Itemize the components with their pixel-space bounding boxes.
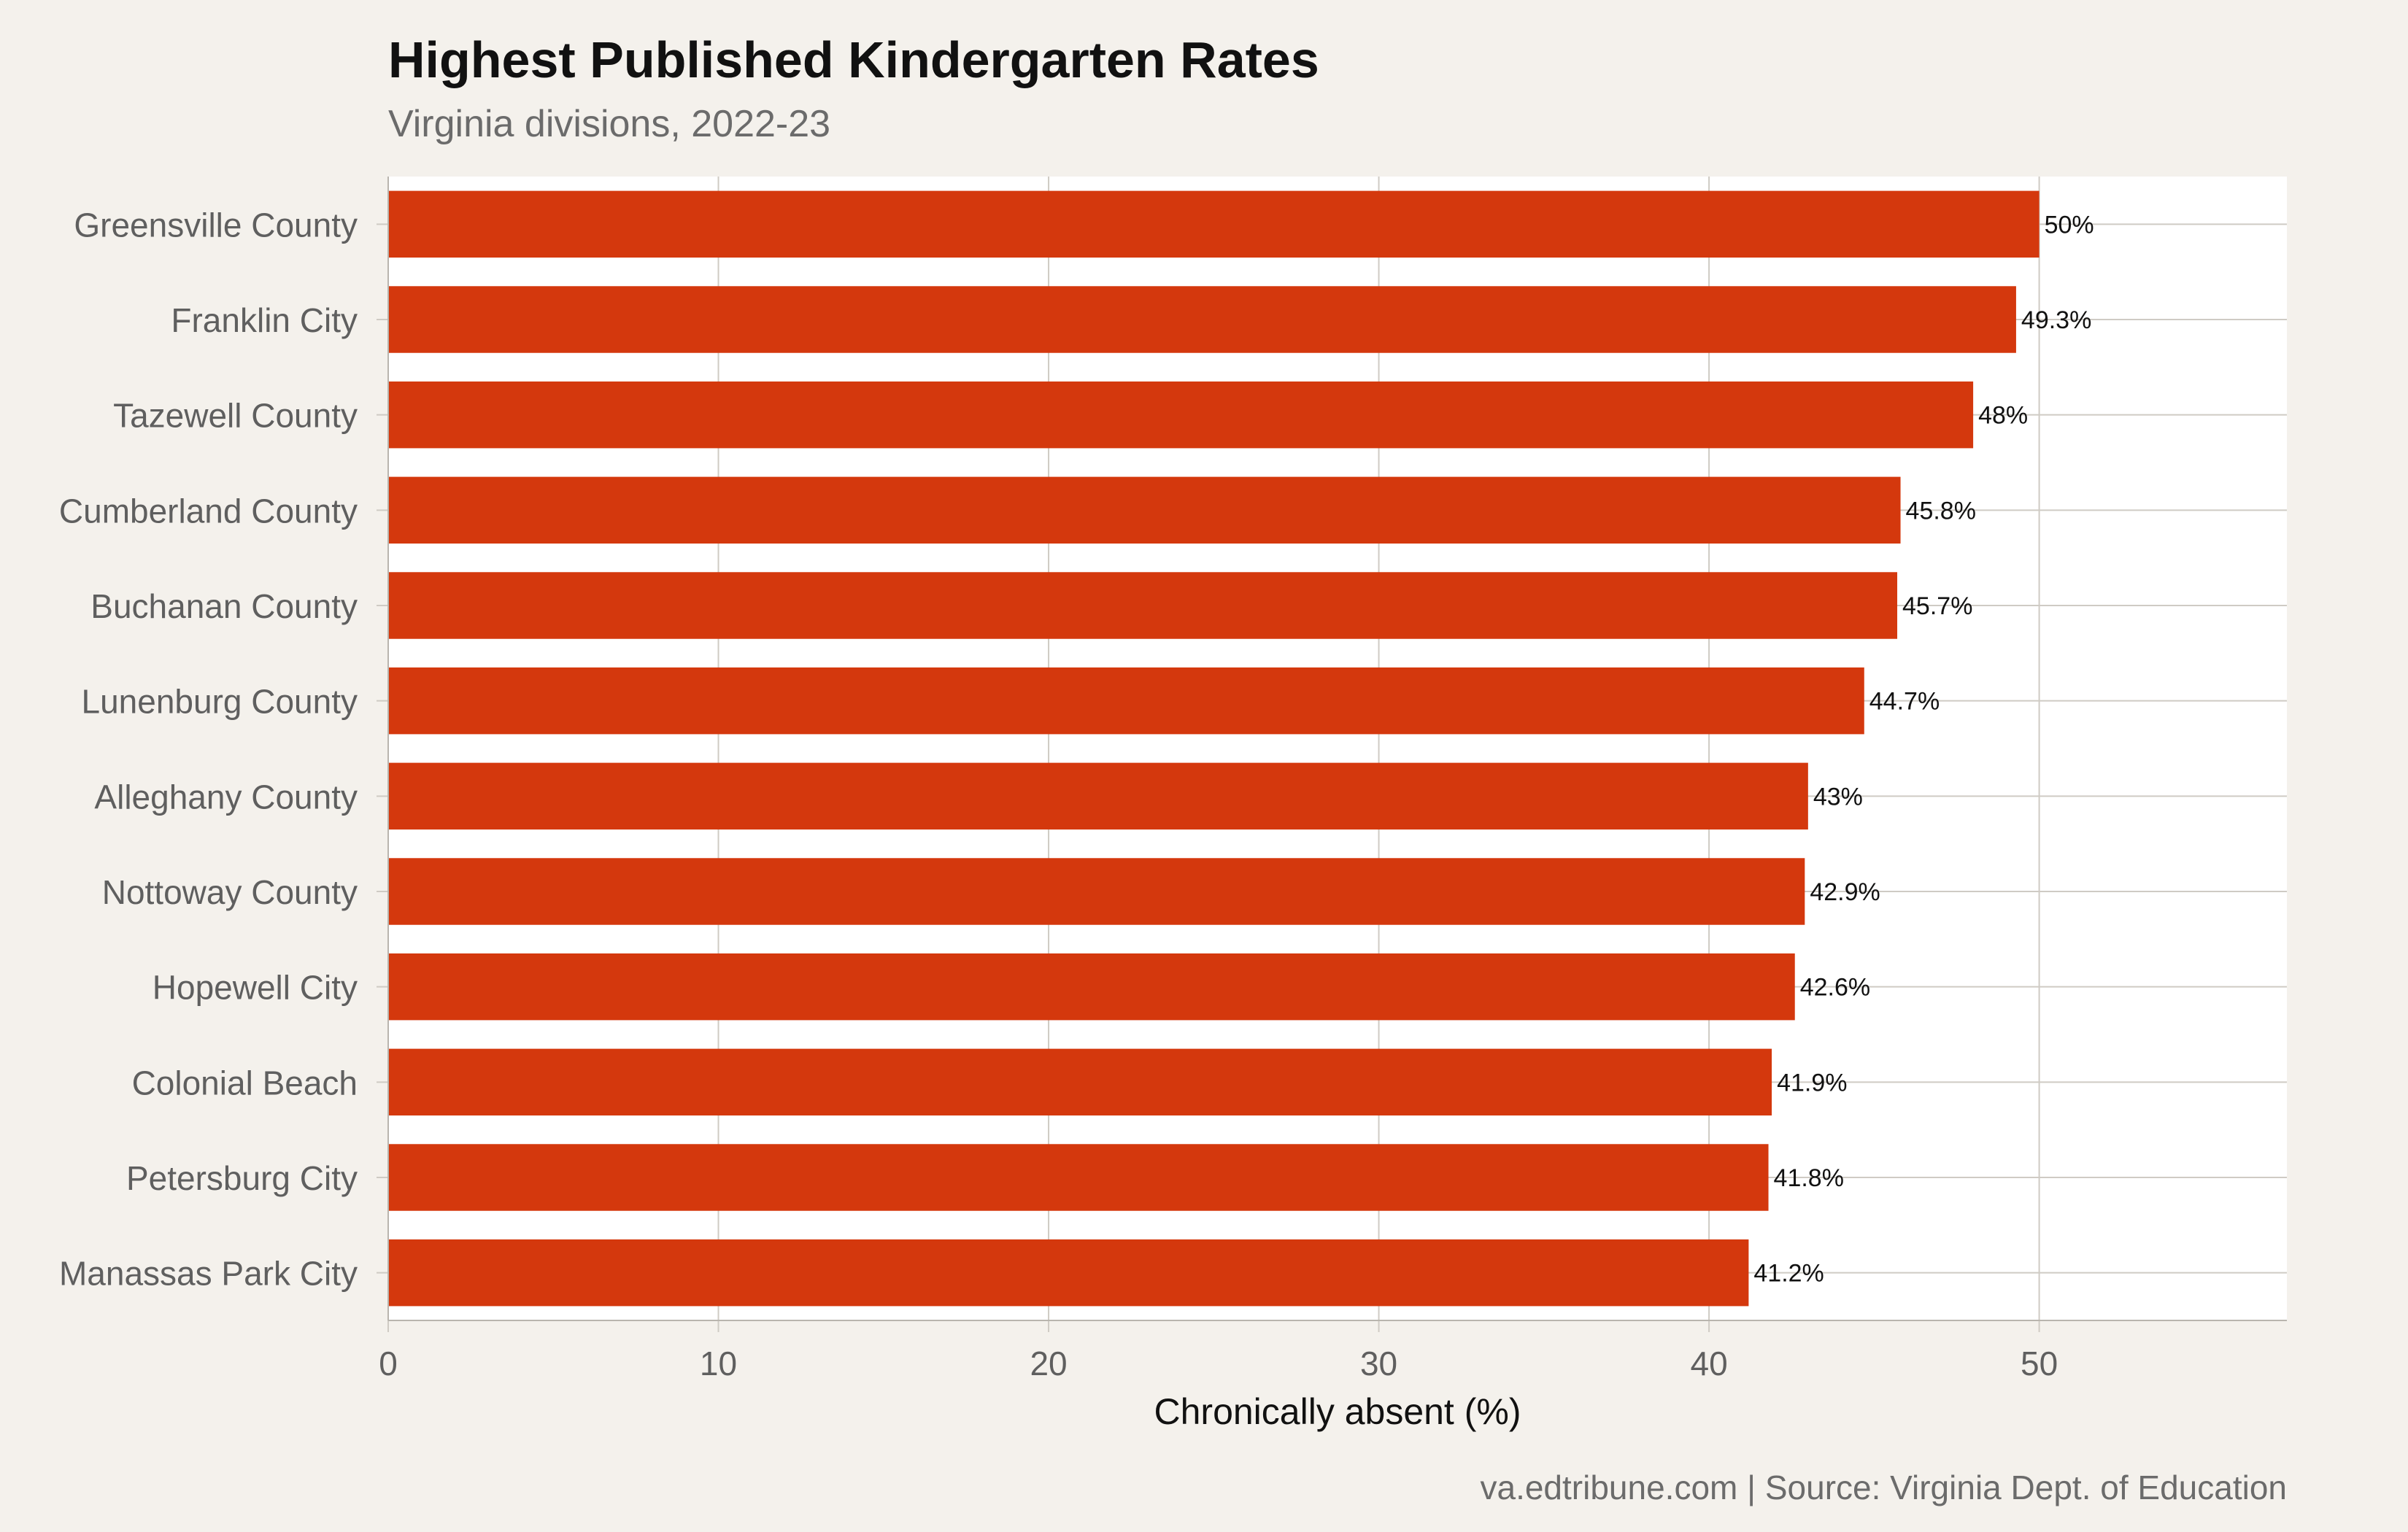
- data-label: 42.6%: [1800, 974, 1870, 1002]
- category-label: Cumberland County: [59, 492, 358, 530]
- category-label: Greensville County: [74, 206, 358, 244]
- bar: [388, 572, 1898, 639]
- category-label: Tazewell County: [113, 397, 358, 435]
- bar: [388, 858, 1805, 925]
- x-tick-label: 20: [1030, 1345, 1067, 1382]
- bar: [388, 476, 1901, 544]
- bar: [388, 1239, 1749, 1307]
- bar: [388, 381, 1974, 449]
- bar: [388, 953, 1795, 1021]
- category-label: Lunenburg County: [81, 683, 358, 721]
- chart-subtitle: Virginia divisions, 2022-23: [388, 103, 831, 145]
- axes: 0 10 20 30 40 50 Greensville County Franklin Ci…: [59, 177, 2287, 1382]
- data-label: 50%: [2045, 211, 2094, 239]
- bar: [388, 1048, 1772, 1116]
- x-tick-label: 0: [379, 1345, 398, 1382]
- bar: [388, 667, 1864, 735]
- data-label: 41.2%: [1753, 1260, 1824, 1288]
- x-tick-label: 10: [700, 1345, 737, 1382]
- category-label: Franklin City: [171, 301, 358, 339]
- bar: [388, 286, 2016, 353]
- x-tick-label: 40: [1691, 1345, 1728, 1382]
- chart-title: Highest Published Kindergarten Rates: [388, 31, 1319, 88]
- data-label: 45.8%: [1906, 497, 1976, 525]
- x-tick-label: 30: [1360, 1345, 1397, 1382]
- data-label: 42.9%: [1810, 878, 1880, 906]
- bar: [388, 762, 1808, 830]
- category-label: Manassas Park City: [59, 1255, 358, 1293]
- data-label: 49.3%: [2021, 306, 2091, 334]
- bar: [388, 190, 2040, 258]
- bar: [388, 1144, 1769, 1211]
- data-label: 41.8%: [1774, 1164, 1844, 1192]
- data-labels: 50% 49.3% 48% 45.8% 45.7% 44.7% 43% 42.9% 42.6% 4…: [1753, 211, 2094, 1287]
- category-label: Petersburg City: [126, 1159, 358, 1197]
- category-label: Hopewell City: [153, 969, 358, 1007]
- category-label: Buchanan County: [90, 587, 358, 625]
- category-label: Colonial Beach: [132, 1064, 358, 1102]
- bars: [388, 190, 2040, 1307]
- data-label: 41.9%: [1777, 1069, 1847, 1096]
- category-label: Alleghany County: [94, 778, 358, 816]
- chart-caption: va.edtribune.com | Source: Virginia Dept…: [1480, 1469, 2287, 1506]
- data-label: 43%: [1813, 783, 1863, 811]
- category-label: Nottoway County: [102, 873, 358, 911]
- x-axis-title: Chronically absent (%): [1154, 1391, 1521, 1432]
- data-label: 48%: [1978, 402, 2028, 430]
- data-label: 45.7%: [1902, 592, 1972, 620]
- x-tick-label: 50: [2021, 1345, 2058, 1382]
- data-label: 44.7%: [1869, 688, 1940, 716]
- plot-panel: [388, 177, 2287, 1320]
